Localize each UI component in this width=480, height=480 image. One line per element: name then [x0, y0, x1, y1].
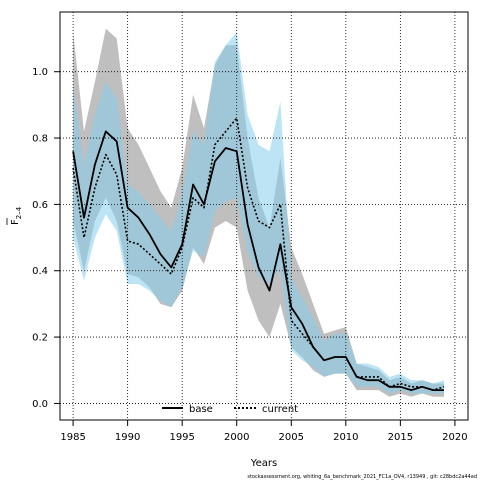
x-tick-label-2010: 2010: [333, 432, 358, 443]
x-tick-label-1990: 1990: [115, 432, 140, 443]
x-tick-label-2005: 2005: [279, 432, 304, 443]
y-tick-label-0.2: 0.2: [32, 333, 48, 344]
x-tick-label-2000: 2000: [224, 432, 249, 443]
y-tick-label-0.8: 0.8: [32, 134, 48, 145]
x-tick-label-1985: 1985: [60, 432, 85, 443]
series-line-base: [72, 130, 444, 392]
series-lines: [72, 117, 445, 392]
series-line-current: [72, 117, 445, 391]
y-axis-title-sub: 2–4: [15, 206, 23, 219]
y-tick-label-1: 1.0: [32, 67, 48, 78]
legend-label-current: current: [262, 404, 298, 415]
confidence-bands: [73, 28, 444, 397]
footnote: stockassessment.org, whiting_6a_benchmar…: [247, 474, 477, 480]
legend: base current: [162, 404, 298, 415]
svg-text:F2–4: F2–4: [10, 206, 23, 225]
y-tick-label-0: 0.0: [32, 399, 48, 410]
confidence-band-current: [73, 31, 444, 394]
x-tick-label-2020: 2020: [442, 432, 467, 443]
y-tick-label-0.6: 0.6: [32, 200, 48, 211]
grid-lines: [60, 12, 468, 420]
x-axis: 1985 1990 1995 2000 2005 2010 2015 2020: [60, 420, 468, 443]
y-axis-title: F2–4: [6, 206, 23, 225]
x-tick-label-2015: 2015: [388, 432, 413, 443]
y-axis-title-main: F: [10, 219, 21, 225]
y-axis: 0.0 0.2 0.4 0.6 0.8 1.0: [32, 67, 60, 410]
x-tick-label-1995: 1995: [169, 432, 194, 443]
plot-frame: [59, 11, 469, 421]
y-tick-label-0.4: 0.4: [32, 266, 48, 277]
legend-label-base: base: [189, 404, 213, 415]
x-axis-title: Years: [250, 458, 277, 469]
